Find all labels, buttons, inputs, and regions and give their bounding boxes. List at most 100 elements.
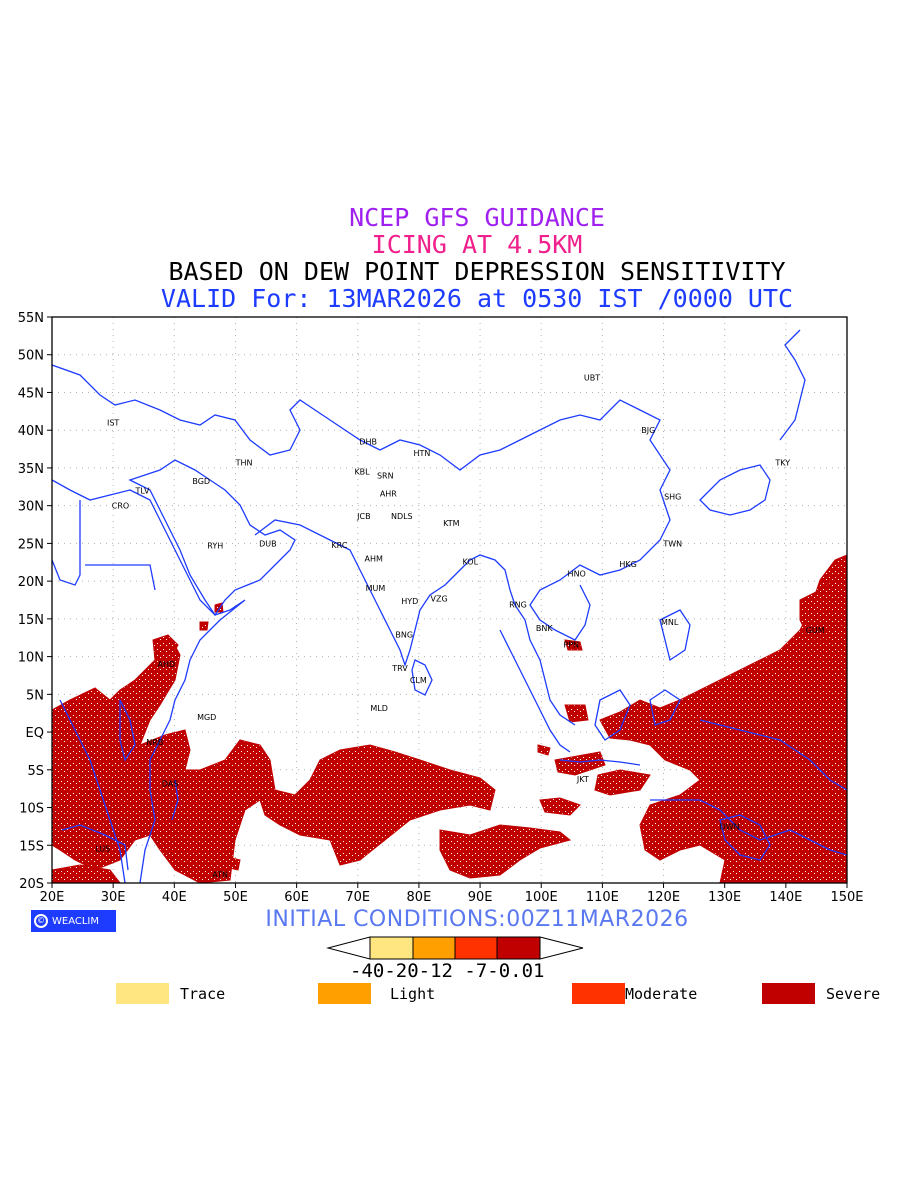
lon-tick-label: 100E [525, 890, 558, 905]
lat-tick-label: 5S [27, 764, 44, 779]
lat-tick-label: 20S [19, 877, 44, 892]
legend-swatch-moderate [572, 983, 625, 1004]
station-label-krc: KRC [331, 541, 347, 550]
lon-tick-label: 120E [647, 890, 680, 905]
station-label-gum: GUM [806, 626, 825, 635]
station-label-ndls: NDLS [391, 512, 413, 521]
station-label-das: DAS [162, 779, 179, 788]
lat-tick-label: 15N [18, 613, 44, 628]
coastlines [52, 329, 847, 883]
colorbar-segment-severe [496, 936, 541, 960]
colorbar-segment-moderate [454, 936, 498, 960]
lon-tick-label: 40E [162, 890, 187, 905]
station-label-mum: MUM [366, 584, 386, 593]
station-label-srn: SRN [377, 471, 394, 480]
station-label-lus: LUS [95, 844, 110, 853]
lat-tick-label: 25N [18, 537, 44, 552]
station-label-htn: HTN [414, 449, 431, 458]
station-label-jkt: JKT [576, 775, 589, 784]
station-label-shg: SHG [664, 493, 681, 502]
lat-tick-label: 15S [19, 839, 44, 854]
station-label-dub: DUB [259, 539, 277, 548]
station-label-vzg: VZG [431, 594, 448, 603]
copyright-icon: © [34, 914, 48, 928]
station-label-cro: CRO [112, 502, 129, 511]
station-labels: UBT IST BJG DHB HTN THN TKY KBL SRN BGD TLV AHR SHG C… [95, 373, 825, 879]
station-label-rng: RNG [509, 601, 527, 610]
lon-tick-label: 20E [40, 890, 65, 905]
station-label-ahm: AHM [364, 554, 382, 563]
station-label-tlv: TLV [135, 487, 150, 496]
latitude-labels: 55N 50N 45N 40N 35N 30N 25N 20N 15N 10N 5N EQ 5S 10S 1… [18, 311, 52, 892]
chart-subtitle: ICING AT 4.5KM [371, 230, 583, 259]
lat-tick-label: 30N [18, 500, 44, 515]
station-label-bgd: BGD [192, 477, 210, 486]
station-label-twn: TWN [662, 539, 682, 548]
colorbar-segment-light [412, 936, 456, 960]
station-label-ktm: KTM [443, 519, 460, 528]
station-label-mgd: MGD [197, 713, 216, 722]
logo-text: WEACLIM [52, 915, 100, 927]
station-label-ppn: PPN [563, 641, 579, 650]
station-label-bng: BNG [395, 631, 413, 640]
lat-tick-label: 45N [18, 386, 44, 401]
station-label-tky: TKY [774, 459, 790, 468]
lon-tick-label: 140E [769, 890, 802, 905]
severe-icing-areas [52, 554, 847, 883]
lat-tick-label: 40N [18, 424, 44, 439]
lat-tick-label: 35N [18, 462, 44, 477]
colorbar [326, 936, 584, 960]
lat-tick-label: EQ [26, 726, 44, 741]
lon-tick-label: 50E [223, 890, 248, 905]
station-label-dwn: DWN [720, 822, 740, 831]
station-label-hno: HNO [568, 570, 586, 579]
station-label-ryh: RYH [207, 542, 223, 551]
colorbar-left-arrow [326, 936, 371, 960]
lon-tick-label: 110E [586, 890, 619, 905]
station-label-nrb: NRB [146, 738, 163, 747]
lat-tick-label: 50N [18, 349, 44, 364]
station-label-ahd: AHD [158, 660, 176, 669]
legend-label-moderate: Moderate [625, 985, 698, 1003]
station-label-jcb: JCB [356, 512, 370, 521]
station-label-ist: IST [107, 419, 119, 428]
legend-swatch-light [318, 983, 371, 1004]
weaclim-logo: © WEACLIM [31, 910, 116, 932]
station-label-mld: MLD [370, 704, 388, 713]
initial-conditions: INITIAL CONDITIONS:00Z11MAR2026 [265, 907, 689, 932]
lon-tick-label: 30E [101, 890, 126, 905]
station-label-kbl: KBL [354, 468, 370, 477]
lat-tick-label: 5N [26, 688, 44, 703]
colorbar-tick-labels: -40-20-12 -7-0.01 [350, 960, 545, 982]
lat-tick-label: 10N [18, 651, 44, 666]
legend-swatch-trace [116, 983, 169, 1004]
station-label-thn: THN [235, 459, 253, 468]
lat-tick-label: 20N [18, 575, 44, 590]
station-label-hyd: HYD [401, 597, 418, 606]
method-subtitle: BASED ON DEW POINT DEPRESSION SENSITIVIT… [168, 257, 786, 286]
chart-title: NCEP GFS GUIDANCE [349, 203, 605, 232]
station-label-kol: KOL [463, 558, 479, 567]
station-label-trv: TRV [391, 664, 408, 673]
lon-tick-label: 90E [468, 890, 493, 905]
valid-time: VALID For: 13MAR2026 at 0530 IST /0000 U… [160, 284, 794, 313]
lon-tick-label: 70E [345, 890, 370, 905]
lon-tick-label: 130E [708, 890, 741, 905]
lat-tick-label: 10S [19, 802, 44, 817]
legend-label-severe: Severe [826, 985, 881, 1003]
station-label-clm: CLM [410, 676, 427, 685]
lon-tick-label: 150E [830, 890, 863, 905]
colorbar-segment-trace [369, 936, 414, 960]
map-frame [51, 316, 848, 884]
colorbar-right-arrow [539, 936, 584, 960]
station-label-ubt: UBT [584, 373, 600, 382]
station-label-bjg: BJG [641, 426, 655, 435]
station-label-hkg: HKG [619, 560, 636, 569]
station-label-bnk: BNK [536, 624, 553, 633]
station-label-ahr: AHR [380, 490, 397, 499]
lat-tick-label: 55N [18, 311, 44, 326]
lon-tick-label: 60E [284, 890, 309, 905]
station-label-mnl: MNL [661, 618, 679, 627]
legend-label-light: Light [390, 985, 436, 1003]
